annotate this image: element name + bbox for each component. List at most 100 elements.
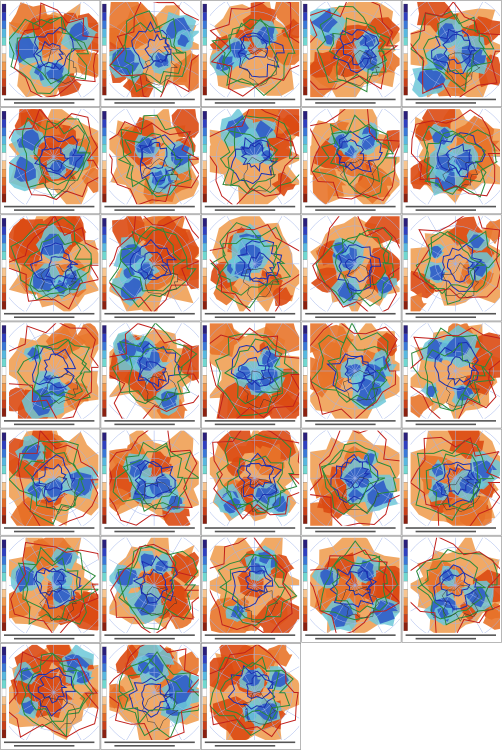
height-contour bbox=[33, 120, 91, 186]
colorbar-segment bbox=[202, 688, 207, 697]
meridian bbox=[153, 644, 182, 693]
meridian bbox=[153, 344, 199, 372]
colorbar-segment bbox=[1, 152, 7, 161]
colorbar-segment bbox=[102, 193, 107, 203]
caption-line bbox=[114, 745, 175, 747]
meridian bbox=[226, 537, 255, 586]
colorbar-segment bbox=[403, 391, 408, 401]
coastline bbox=[342, 50, 380, 87]
height-contour bbox=[319, 540, 399, 621]
caption-line bbox=[4, 205, 95, 208]
meridian bbox=[209, 477, 255, 505]
coastline bbox=[39, 588, 78, 622]
parallel bbox=[216, 332, 293, 410]
colorbar-segment bbox=[102, 177, 107, 186]
height-contour bbox=[109, 323, 199, 419]
map-panel bbox=[100, 643, 201, 750]
meridian bbox=[226, 49, 255, 98]
cold-anomaly bbox=[55, 551, 73, 566]
colorbar-segment bbox=[202, 292, 207, 302]
height-contour bbox=[312, 216, 400, 312]
meridian bbox=[354, 585, 383, 633]
colorbar-segment bbox=[1, 86, 7, 96]
colorbar-segment bbox=[102, 614, 107, 623]
meridian bbox=[226, 156, 255, 205]
meridian bbox=[226, 644, 255, 693]
meridian bbox=[427, 537, 456, 586]
caption-line bbox=[104, 420, 195, 422]
colorbar-segment bbox=[202, 383, 207, 392]
height-contour bbox=[117, 545, 177, 616]
meridian bbox=[209, 666, 255, 693]
colorbar-segment bbox=[1, 614, 7, 623]
caption-line bbox=[315, 209, 376, 211]
meridian bbox=[109, 692, 155, 719]
colorbar-segment bbox=[102, 564, 107, 573]
colorbar-segment bbox=[202, 53, 207, 63]
map-panel bbox=[0, 214, 101, 322]
meridian bbox=[53, 323, 82, 372]
colorbar-segment bbox=[303, 292, 308, 302]
colorbar-segment bbox=[303, 185, 308, 195]
warm-anomaly bbox=[178, 344, 199, 381]
colorbar-segment bbox=[1, 679, 7, 689]
meridian bbox=[354, 156, 400, 183]
colorbar-segment bbox=[202, 284, 207, 293]
colorbar-segment bbox=[102, 515, 107, 524]
caption-line bbox=[104, 741, 195, 744]
colorbar-segment bbox=[1, 267, 7, 277]
colorbar-segment bbox=[102, 399, 107, 409]
colorbar-segment bbox=[202, 259, 207, 269]
warm-anomaly bbox=[117, 3, 163, 46]
caption-line bbox=[114, 637, 175, 640]
colorbar-segment bbox=[1, 70, 7, 79]
colorbar-segment bbox=[1, 251, 7, 260]
colorbar-segment bbox=[303, 515, 308, 524]
meridian bbox=[354, 370, 383, 419]
height-contour bbox=[9, 323, 99, 419]
height-contour bbox=[45, 256, 73, 280]
parallel bbox=[216, 439, 293, 517]
colorbar-segment bbox=[202, 490, 207, 499]
meridian bbox=[427, 49, 456, 98]
caption-line bbox=[14, 423, 75, 426]
height-contour bbox=[209, 644, 299, 738]
map-area bbox=[410, 323, 501, 419]
colorbar-segment bbox=[102, 86, 107, 96]
colorbar-segment bbox=[202, 671, 207, 681]
meridian bbox=[53, 644, 82, 693]
caption-line bbox=[204, 741, 296, 744]
map-area bbox=[410, 430, 501, 526]
map-panel bbox=[401, 0, 502, 107]
coastline bbox=[40, 264, 77, 300]
map-area bbox=[109, 537, 199, 633]
height-contour bbox=[122, 445, 184, 510]
map-panel bbox=[301, 321, 402, 429]
caption-line bbox=[405, 527, 496, 529]
colorbar-segment bbox=[403, 358, 408, 367]
parallel bbox=[115, 654, 193, 731]
meridian bbox=[53, 263, 99, 290]
meridian bbox=[226, 692, 255, 740]
height-contour bbox=[332, 29, 380, 74]
map-panel bbox=[401, 214, 502, 322]
colorbar-segment bbox=[403, 119, 408, 128]
meridian bbox=[354, 344, 400, 372]
height-contour bbox=[415, 231, 485, 295]
warm-anomaly bbox=[317, 324, 354, 357]
map-area bbox=[410, 2, 501, 98]
height-contour bbox=[410, 537, 501, 633]
colorbar-segment bbox=[202, 3, 207, 13]
colorbar-segment bbox=[1, 28, 7, 38]
colorbar-segment bbox=[303, 284, 308, 293]
meridian bbox=[109, 237, 155, 265]
map-panel bbox=[100, 214, 201, 322]
cold-anomaly bbox=[27, 347, 41, 361]
colorbar-segment bbox=[202, 655, 207, 664]
parallel bbox=[417, 11, 494, 88]
height-contour bbox=[128, 346, 191, 405]
colorbar-segment bbox=[403, 135, 408, 145]
meridian bbox=[310, 477, 356, 505]
height-contour bbox=[10, 541, 99, 633]
